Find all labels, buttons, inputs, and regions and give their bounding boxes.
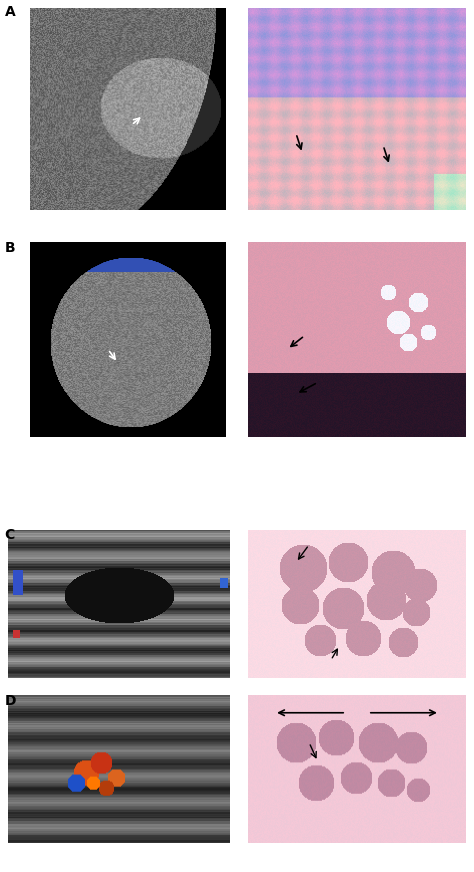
Text: D: D: [5, 694, 16, 708]
Text: A: A: [5, 5, 16, 19]
Text: B: B: [5, 242, 15, 255]
Text: C: C: [5, 528, 15, 542]
